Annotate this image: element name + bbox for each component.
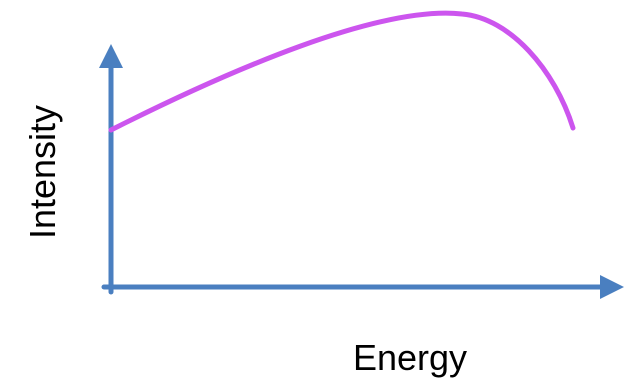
x-axis-label: Energy (353, 337, 467, 378)
y-axis-label: Intensity (22, 105, 63, 239)
intensity-curve (108, 10, 576, 133)
x-axis-arrowhead (600, 275, 624, 299)
y-axis-arrowhead (99, 44, 123, 68)
y-axis (99, 44, 123, 295)
x-axis (101, 275, 624, 299)
